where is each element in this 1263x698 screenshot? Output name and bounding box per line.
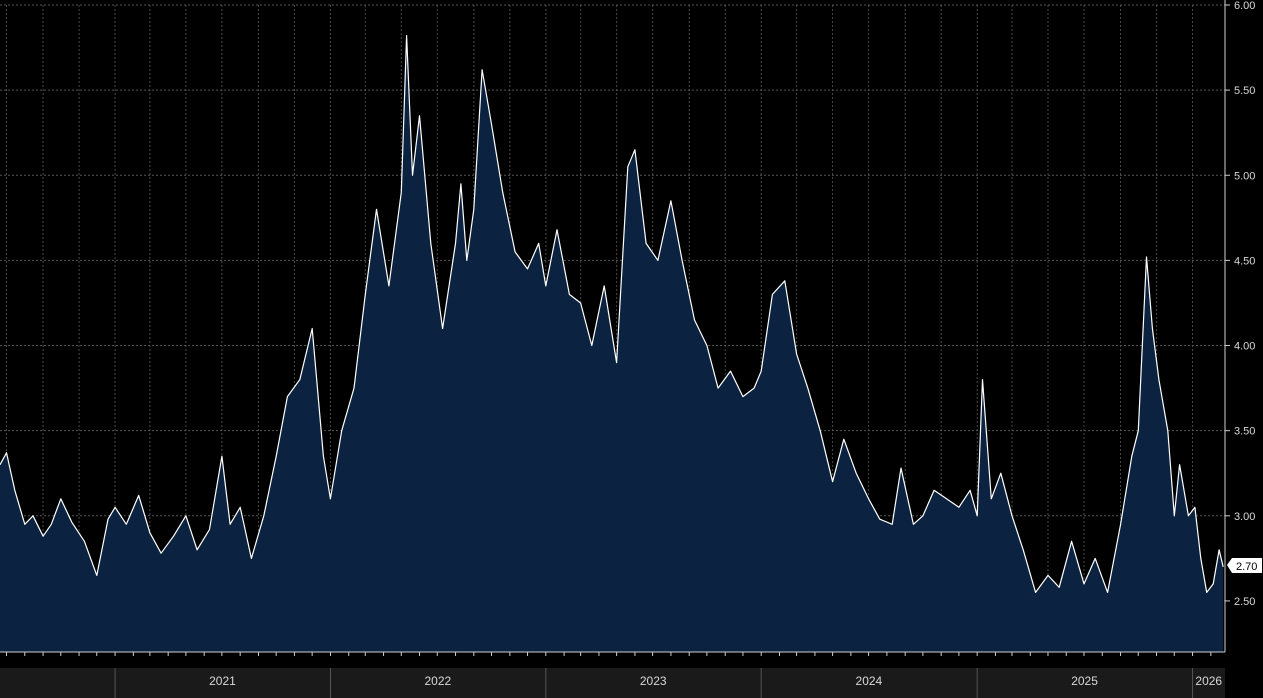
y-tick-label: 3.00 [1234,511,1255,523]
y-axis: 2.50 3.00 3.50 4.00 4.50 5.00 5.50 6.00 [1224,0,1255,652]
y-tick-label: 4.00 [1234,341,1255,353]
x-tick-label: 2024 [856,674,883,688]
series-line [0,35,1224,593]
y-tick-label: 4.50 [1234,255,1255,267]
y-tick-label: 5.00 [1234,170,1255,182]
x-axis: 2021 2022 2023 2024 2025 2026 [0,651,1225,698]
last-value-tag [1227,558,1262,573]
x-tick-label: 2021 [209,674,236,688]
x-axis-band [0,668,1225,698]
x-tick-label: 2025 [1071,674,1098,688]
y-tick-label: 3.50 [1234,426,1255,438]
last-value-marker: 2.70 [1227,558,1262,573]
series-area [0,35,1224,653]
y-tick-label: 6.00 [1234,0,1255,12]
last-value-label: 2.70 [1236,561,1257,573]
y-tick-label: 5.50 [1234,85,1255,97]
x-tick-label: 2023 [640,674,667,688]
x-tick-label: 2026 [1195,674,1222,688]
y-tick-label: 2.50 [1234,596,1255,608]
x-tick-label: 2022 [424,674,451,688]
